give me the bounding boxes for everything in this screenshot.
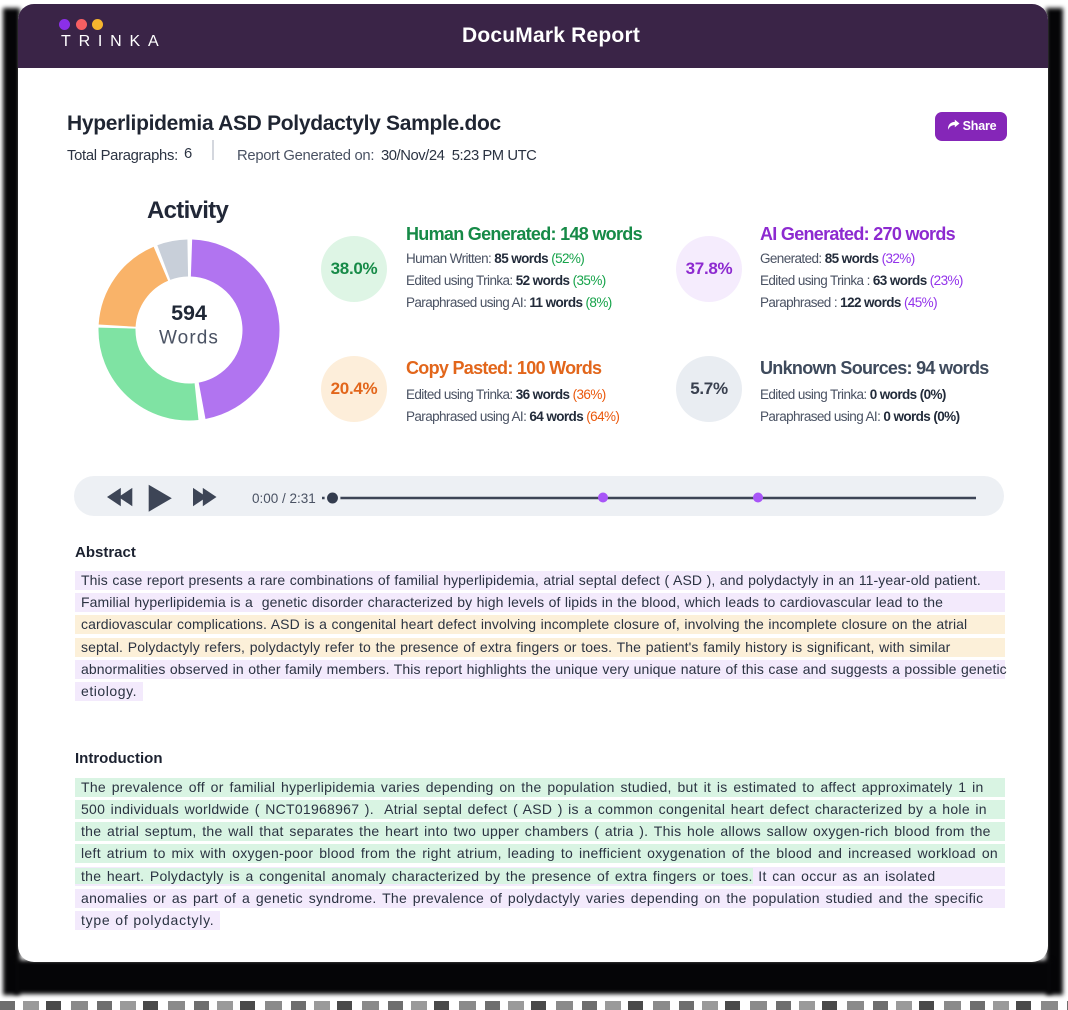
svg-text:Words: Words (159, 328, 219, 349)
svg-text:0:00 / 2:31: 0:00 / 2:31 (252, 491, 316, 506)
svg-text:594: 594 (171, 301, 207, 325)
